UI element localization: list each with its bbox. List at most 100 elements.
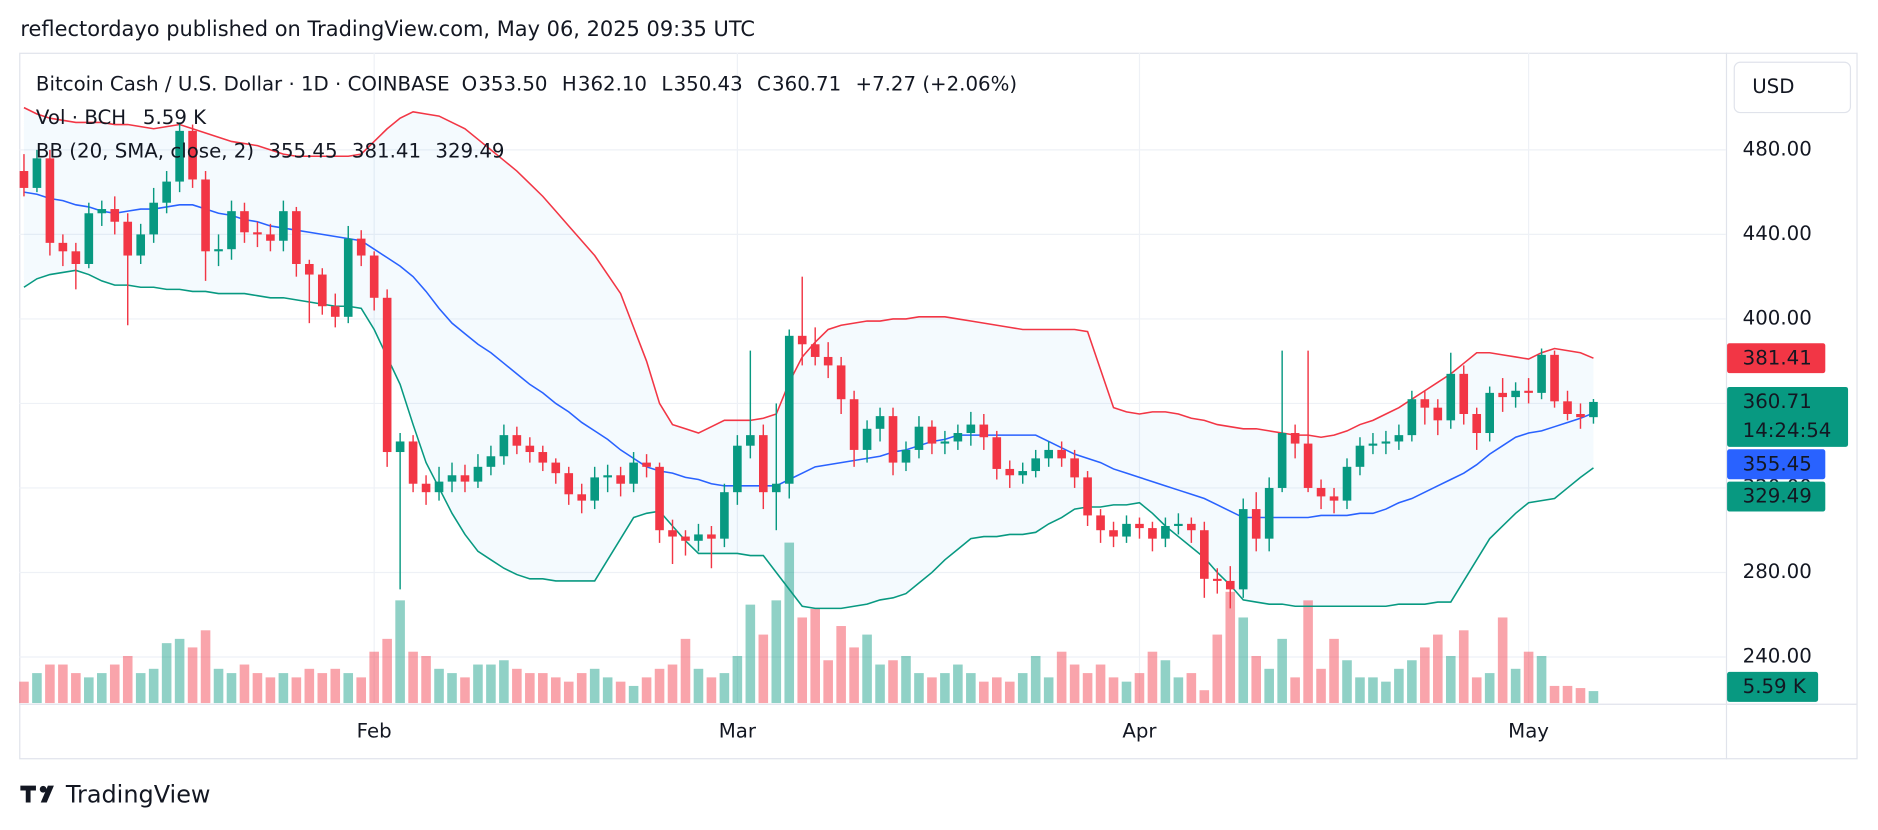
price-badge [1727, 386, 1849, 447]
candle-body [395, 441, 405, 453]
volume-bar [1484, 673, 1495, 704]
candle-body [1329, 496, 1339, 501]
volume-bar [1004, 681, 1015, 704]
volume-bar [447, 673, 457, 704]
candle-body [836, 365, 846, 400]
candle-body [512, 435, 522, 446]
volume-bar [979, 681, 989, 704]
candle-body [136, 234, 146, 256]
legend-bb-upper: 381.41 [352, 140, 421, 163]
volume-bar [161, 643, 172, 704]
volume-bar [1108, 677, 1119, 704]
volume-bar [823, 660, 833, 704]
y-tick-label: 280.00 [1743, 560, 1812, 583]
publish-header: reflectordayo published on TradingView.c… [20, 17, 755, 41]
volume-bar [1368, 677, 1378, 704]
candle-body [784, 335, 794, 484]
logo-t [20, 785, 36, 803]
candle-body [1550, 354, 1559, 402]
candle-body [1368, 443, 1378, 446]
volume-bar [525, 673, 535, 704]
volume-bar [1264, 668, 1274, 704]
candle-body [240, 211, 249, 233]
volume-bar [706, 677, 717, 704]
candle-body [1303, 443, 1313, 488]
price-badge-label: 381.41 [1743, 346, 1812, 369]
volume-bar [538, 673, 548, 704]
x-tick-label: Apr [1122, 719, 1157, 742]
x-tick-label: Mar [719, 719, 757, 742]
bollinger-band [23, 107, 1594, 609]
volume-bar [1549, 685, 1560, 704]
candle-body [1342, 466, 1352, 501]
volume-bar [550, 677, 561, 704]
volume-bar [304, 668, 315, 704]
legend-bb-middle: 355.45 [268, 140, 337, 163]
y-tick-label: 480.00 [1743, 137, 1812, 160]
candle-body [992, 437, 1002, 469]
candle-body [1524, 390, 1533, 393]
candle-body [1355, 445, 1365, 467]
volume-bar [499, 660, 509, 704]
currency-button[interactable] [1733, 61, 1852, 114]
volume-bar [862, 634, 872, 704]
volume-bar [991, 677, 1002, 704]
candle-body [797, 335, 807, 345]
legend-field-value: 350.43 [674, 73, 743, 96]
candle-body [927, 426, 937, 444]
volume-bar [589, 668, 600, 704]
logo-dot [39, 785, 47, 793]
volume-bar [875, 664, 885, 704]
volume-bars [19, 542, 1599, 704]
volume-bar [45, 664, 55, 704]
x-tick-label: May [1508, 719, 1549, 742]
volume-bar [1575, 688, 1586, 704]
volume-bar [135, 673, 146, 704]
legend-volume-name: Vol · BCH [36, 106, 126, 129]
volume-bar [356, 677, 367, 704]
candle-body [1057, 449, 1066, 459]
volume-bar [615, 681, 626, 704]
currency-label[interactable]: USD [1752, 75, 1794, 98]
candle-body [434, 481, 444, 493]
volume-bar [719, 673, 730, 704]
volume-bar [693, 668, 704, 704]
logo-slash [40, 785, 54, 803]
volume-bar [1497, 617, 1508, 704]
candle-body [1576, 414, 1585, 418]
volume-bar [84, 677, 94, 704]
candle-body [681, 536, 690, 541]
candle-body [1498, 392, 1507, 398]
y-tick-label: 240.00 [1743, 644, 1812, 667]
volume-bar [265, 677, 276, 704]
candle-body [720, 492, 729, 539]
volume-bar [174, 638, 185, 704]
price-badge [1727, 343, 1826, 374]
price-badge [1727, 481, 1826, 512]
volume-bar [745, 604, 756, 704]
volume-bar [1445, 655, 1456, 704]
price-badge-label: 355.45 [1743, 452, 1812, 475]
volume-bar [1095, 664, 1106, 704]
candle-body [473, 466, 483, 482]
countdown-label: 14:24:54 [1743, 419, 1832, 442]
candle-body [966, 424, 976, 434]
volume-bar [369, 651, 379, 704]
volume-bar [434, 668, 444, 704]
legend-field-value: 353.50 [478, 73, 547, 96]
candle-body [1200, 530, 1209, 579]
candle-body [330, 306, 340, 317]
volume-bar [122, 655, 133, 704]
candle-body [317, 274, 327, 307]
candle-body [1277, 433, 1287, 488]
volume-bar [187, 647, 198, 704]
volume-bar [512, 668, 522, 704]
volume-bar [1342, 660, 1352, 704]
volume-bar [563, 681, 574, 704]
volume-bar [486, 664, 496, 704]
volume-bar [888, 660, 898, 704]
volume-bar [901, 655, 911, 704]
bollinger-upper [23, 106, 1594, 439]
legend-volume-value: 5.59 K [143, 106, 207, 129]
volume-bar [680, 638, 691, 704]
